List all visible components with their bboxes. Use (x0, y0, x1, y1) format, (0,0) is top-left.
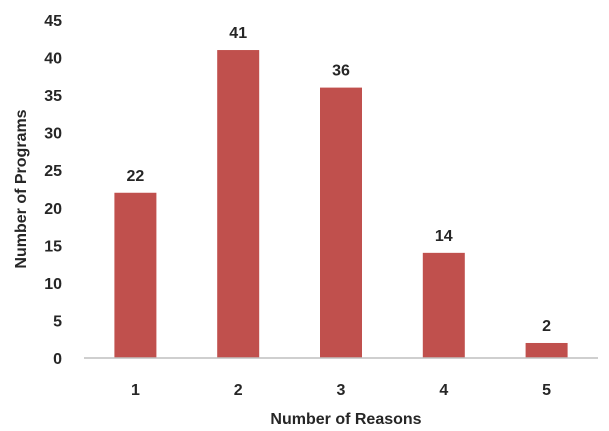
y-tick-label: 30 (44, 126, 62, 143)
bar (114, 192, 157, 358)
y-tick-label: 40 (44, 51, 62, 68)
data-label: 2 (542, 318, 551, 335)
data-label: 22 (127, 168, 145, 185)
bar (217, 50, 260, 359)
data-label: 36 (332, 63, 350, 80)
data-labels: 22 41 36 14 2 (127, 25, 552, 335)
y-tick-label: 10 (44, 276, 62, 293)
x-tick-label: 3 (337, 382, 346, 399)
data-label: 41 (229, 25, 247, 42)
bar (422, 252, 465, 358)
x-axis-ticks: 1 2 3 4 5 (131, 382, 551, 399)
y-tick-label: 15 (44, 238, 62, 255)
y-tick-label: 45 (44, 13, 62, 30)
y-axis-ticks: 0 5 10 15 20 25 30 35 40 45 (44, 13, 62, 368)
x-tick-label: 4 (439, 382, 448, 399)
bar (525, 342, 568, 358)
x-tick-label: 2 (234, 382, 243, 399)
data-label: 14 (435, 228, 453, 245)
x-tick-label: 5 (542, 382, 551, 399)
y-tick-label: 35 (44, 88, 62, 105)
y-tick-label: 5 (53, 313, 62, 330)
y-tick-label: 20 (44, 201, 62, 218)
bar (320, 87, 362, 358)
bars (114, 50, 568, 359)
y-tick-label: 0 (53, 351, 62, 368)
y-tick-label: 25 (44, 163, 62, 180)
x-axis-title: Number of Reasons (270, 411, 421, 428)
y-axis-title: Number of Programs (13, 109, 30, 268)
x-tick-label: 1 (131, 382, 140, 399)
